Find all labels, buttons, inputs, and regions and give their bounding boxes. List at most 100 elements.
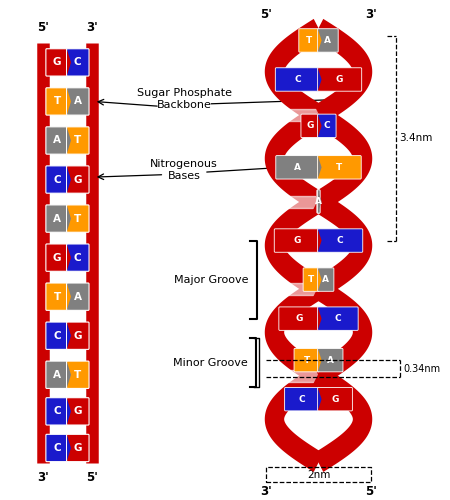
- Text: C: C: [294, 75, 301, 84]
- Text: C: C: [53, 406, 61, 416]
- FancyBboxPatch shape: [294, 348, 320, 372]
- FancyBboxPatch shape: [67, 88, 89, 115]
- Text: 3': 3': [260, 484, 271, 498]
- FancyBboxPatch shape: [276, 156, 320, 179]
- FancyBboxPatch shape: [46, 88, 68, 115]
- Polygon shape: [318, 388, 322, 410]
- FancyBboxPatch shape: [46, 361, 68, 388]
- Polygon shape: [67, 50, 71, 75]
- FancyBboxPatch shape: [318, 114, 336, 138]
- Text: G: G: [331, 394, 339, 404]
- FancyBboxPatch shape: [303, 268, 320, 291]
- Polygon shape: [318, 30, 322, 51]
- FancyBboxPatch shape: [67, 48, 89, 76]
- Polygon shape: [314, 19, 372, 124]
- Text: Major Groove: Major Groove: [174, 274, 248, 284]
- Text: G: G: [53, 252, 61, 262]
- Text: G: G: [293, 236, 301, 245]
- FancyBboxPatch shape: [274, 229, 320, 252]
- Polygon shape: [67, 362, 71, 388]
- FancyBboxPatch shape: [67, 398, 89, 425]
- Polygon shape: [67, 89, 71, 114]
- Text: G: G: [336, 75, 343, 84]
- FancyBboxPatch shape: [67, 244, 89, 272]
- Polygon shape: [318, 308, 322, 330]
- Text: Sugar Phosphate
Backbone: Sugar Phosphate Backbone: [137, 88, 232, 110]
- Polygon shape: [313, 192, 372, 298]
- Polygon shape: [318, 269, 322, 290]
- FancyBboxPatch shape: [46, 205, 68, 232]
- Text: 5': 5': [37, 21, 49, 34]
- Text: T: T: [308, 275, 315, 284]
- FancyBboxPatch shape: [301, 114, 320, 138]
- FancyBboxPatch shape: [318, 307, 358, 330]
- Text: T: T: [74, 370, 81, 380]
- Polygon shape: [318, 115, 322, 136]
- Polygon shape: [67, 398, 71, 424]
- Polygon shape: [312, 105, 372, 211]
- FancyBboxPatch shape: [46, 283, 68, 310]
- FancyBboxPatch shape: [67, 205, 89, 232]
- Polygon shape: [67, 436, 71, 460]
- FancyBboxPatch shape: [318, 156, 361, 179]
- Text: Minor Groove: Minor Groove: [173, 358, 248, 368]
- FancyBboxPatch shape: [46, 398, 68, 425]
- Polygon shape: [313, 279, 372, 385]
- Text: A: A: [74, 292, 82, 302]
- Text: 3': 3': [37, 472, 49, 484]
- FancyBboxPatch shape: [318, 388, 352, 411]
- Text: C: C: [53, 174, 61, 184]
- FancyBboxPatch shape: [67, 434, 89, 462]
- FancyBboxPatch shape: [275, 68, 319, 91]
- FancyBboxPatch shape: [318, 268, 334, 291]
- Polygon shape: [265, 105, 324, 211]
- FancyBboxPatch shape: [46, 127, 68, 154]
- Text: A: A: [322, 275, 329, 284]
- FancyBboxPatch shape: [67, 283, 89, 310]
- Text: T: T: [74, 136, 81, 145]
- Polygon shape: [67, 323, 71, 348]
- Polygon shape: [265, 279, 324, 385]
- FancyBboxPatch shape: [67, 322, 89, 349]
- Text: A: A: [327, 356, 334, 364]
- Text: A: A: [53, 214, 61, 224]
- Text: G: G: [296, 314, 303, 323]
- Text: C: C: [324, 122, 330, 130]
- Text: T: T: [304, 356, 310, 364]
- Polygon shape: [265, 19, 323, 124]
- Text: 5': 5': [365, 484, 377, 498]
- FancyBboxPatch shape: [318, 348, 343, 372]
- Text: T: T: [54, 96, 61, 106]
- FancyBboxPatch shape: [279, 307, 320, 330]
- FancyBboxPatch shape: [46, 166, 68, 193]
- FancyBboxPatch shape: [318, 229, 363, 252]
- Text: A: A: [294, 163, 301, 172]
- Polygon shape: [318, 68, 322, 90]
- Polygon shape: [67, 167, 71, 192]
- Text: C: C: [53, 330, 61, 340]
- Text: A: A: [53, 370, 61, 380]
- Text: 0.34nm: 0.34nm: [404, 364, 441, 374]
- FancyBboxPatch shape: [67, 361, 89, 388]
- Text: G: G: [53, 58, 61, 68]
- FancyBboxPatch shape: [318, 190, 320, 213]
- Polygon shape: [67, 245, 71, 270]
- FancyBboxPatch shape: [318, 28, 338, 52]
- Text: G: G: [73, 443, 82, 453]
- Text: C: C: [337, 236, 343, 245]
- Text: A: A: [315, 197, 322, 206]
- Polygon shape: [67, 128, 71, 153]
- Text: C: C: [74, 58, 81, 68]
- FancyBboxPatch shape: [46, 244, 68, 272]
- Text: G: G: [73, 174, 82, 184]
- Polygon shape: [265, 366, 324, 472]
- Text: 5': 5': [86, 472, 98, 484]
- Text: T: T: [336, 163, 342, 172]
- Polygon shape: [318, 350, 322, 371]
- FancyBboxPatch shape: [67, 166, 89, 193]
- Text: T: T: [74, 214, 81, 224]
- Text: Nitrogenous
Bases: Nitrogenous Bases: [150, 159, 218, 180]
- Polygon shape: [318, 230, 322, 252]
- Text: C: C: [74, 252, 81, 262]
- Text: G: G: [73, 406, 82, 416]
